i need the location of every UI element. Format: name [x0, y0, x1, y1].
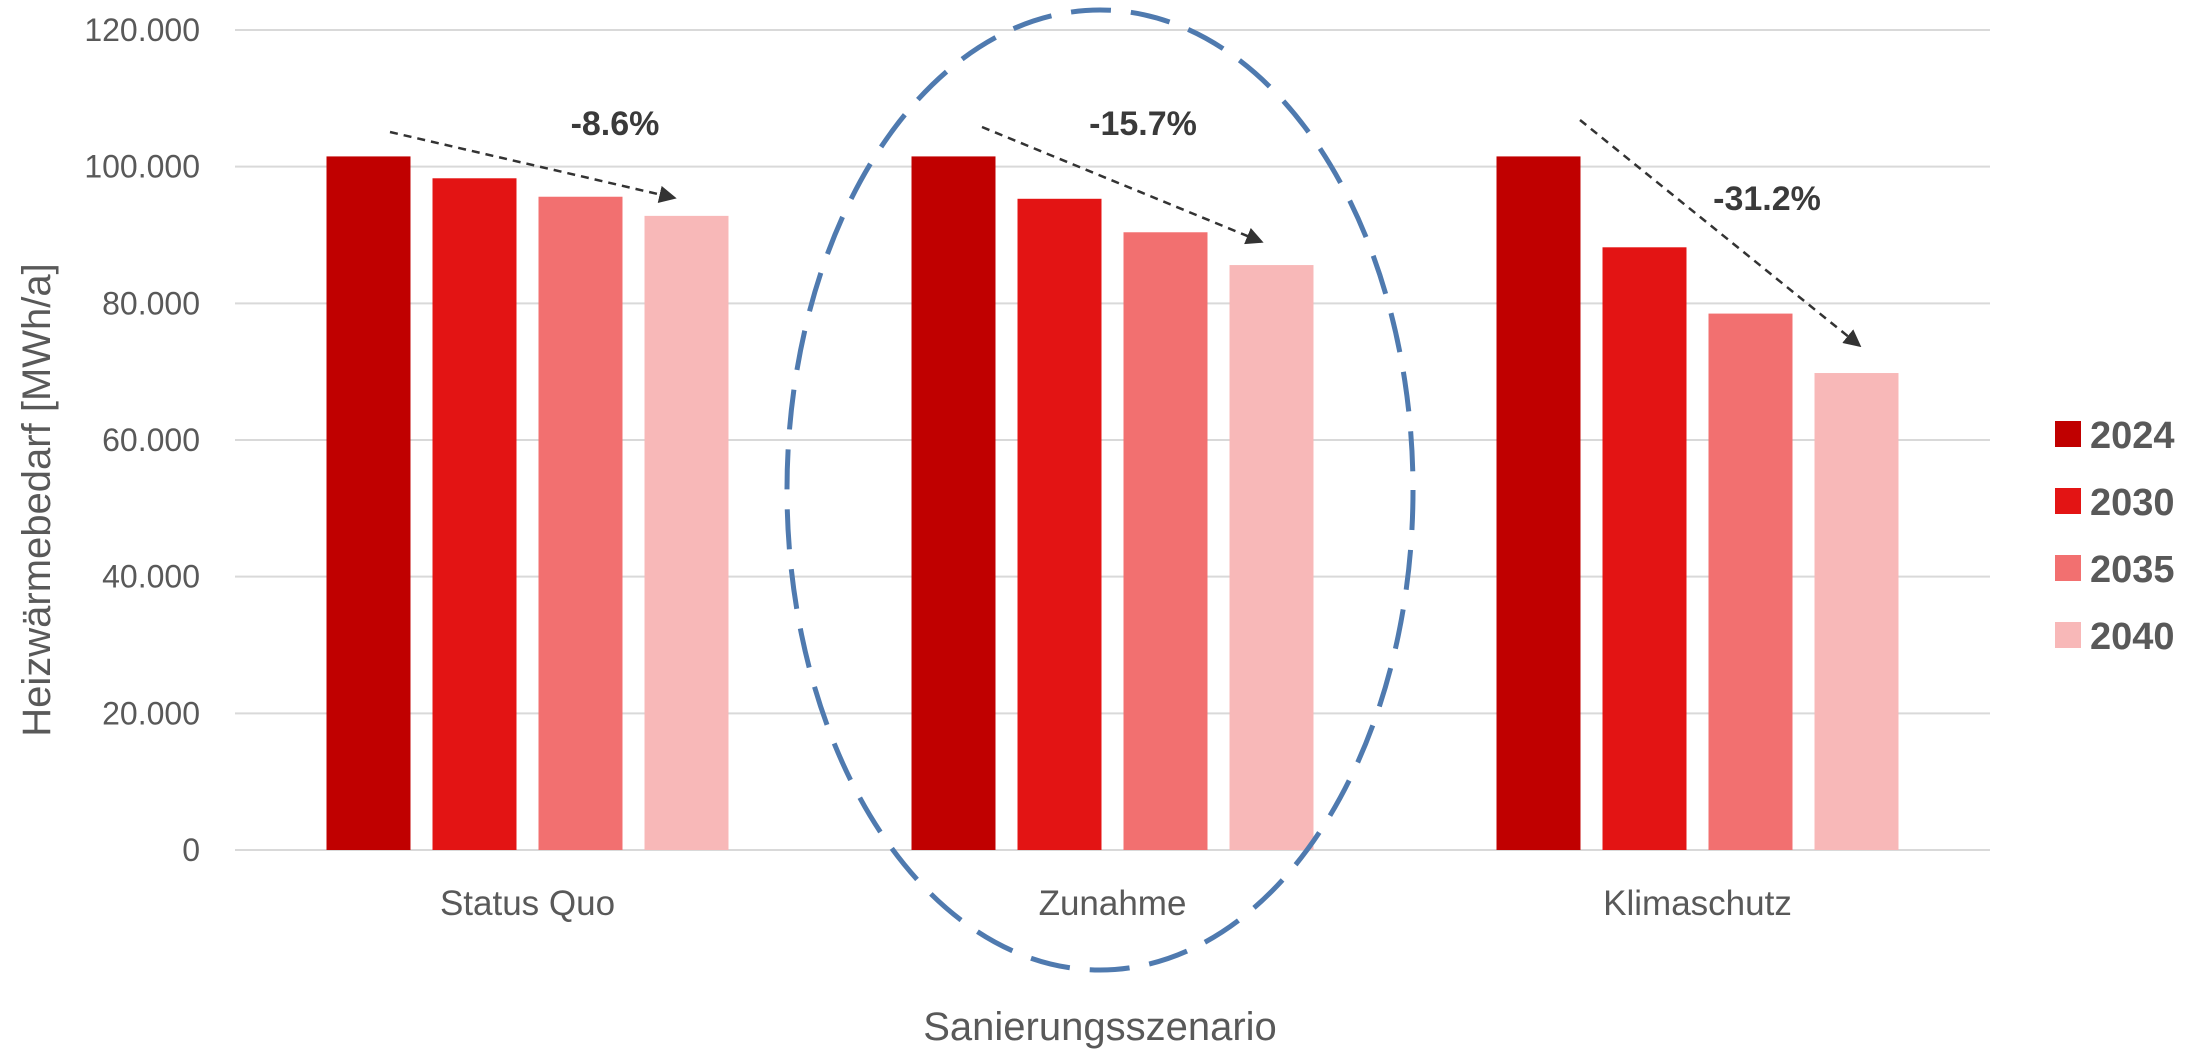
y-axis-title: Heizwärmebedarf [MWh/a] [15, 263, 59, 736]
bar-marks [326, 156, 1899, 851]
legend: 2024 2030 2035 2040 [2055, 415, 2175, 658]
bar-2035-status-quo [538, 196, 623, 850]
trend-arrow-status-quo [389, 130, 677, 203]
legend-label-2035: 2035 [2090, 549, 2175, 591]
bar-2040-klimaschutz [1814, 373, 1899, 850]
bar-2024-zunahme [911, 156, 996, 850]
bar-2030-status-quo [432, 178, 517, 851]
bar-2030-klimaschutz [1602, 247, 1687, 851]
legend-label-2030: 2030 [2090, 482, 2175, 524]
x-axis-category-labels: Status Quo Zunahme Klimaschutz [440, 884, 1792, 923]
bar-2024-klimaschutz [1496, 156, 1581, 850]
y-tick-label: 80.000 [102, 285, 200, 321]
y-tick-label: 20.000 [102, 695, 200, 731]
category-label: Zunahme [1039, 884, 1187, 923]
y-tick-label: 0 [182, 832, 200, 868]
category-label: Status Quo [440, 884, 615, 923]
annotation-status-quo: -8.6% [571, 105, 660, 143]
legend-swatch-2030 [2055, 488, 2081, 514]
annotation-klimaschutz: -31.2% [1713, 180, 1821, 218]
y-tick-label: 120.000 [84, 12, 200, 48]
bar-2040-zunahme [1229, 265, 1314, 851]
legend-label-2024: 2024 [2090, 415, 2175, 457]
x-axis-title: Sanierungsszenario [923, 1005, 1277, 1049]
legend-swatch-2040 [2055, 622, 2081, 648]
gridlines [235, 29, 1990, 851]
bar-2040-status-quo [644, 215, 729, 850]
legend-swatch-2035 [2055, 555, 2081, 581]
y-axis-tick-labels: 0 20.000 40.000 60.000 80.000 100.000 120.000 [84, 12, 200, 868]
y-tick-label: 40.000 [102, 559, 200, 595]
trend-arrow-klimaschutz [1579, 119, 1862, 348]
trend-arrow-zunahme [981, 125, 1264, 245]
y-tick-label: 60.000 [102, 422, 200, 458]
legend-swatch-2024 [2055, 421, 2081, 447]
highlight-ellipse [784, 7, 1416, 973]
y-tick-label: 100.000 [84, 149, 200, 185]
bar-2035-klimaschutz [1708, 313, 1793, 850]
bar-2024-status-quo [326, 156, 411, 850]
category-label: Klimaschutz [1603, 884, 1792, 923]
bar-2035-zunahme [1123, 232, 1208, 850]
bar-2030-zunahme [1017, 198, 1102, 851]
annotation-zunahme: -15.7% [1089, 105, 1197, 143]
legend-label-2040: 2040 [2090, 616, 2175, 658]
